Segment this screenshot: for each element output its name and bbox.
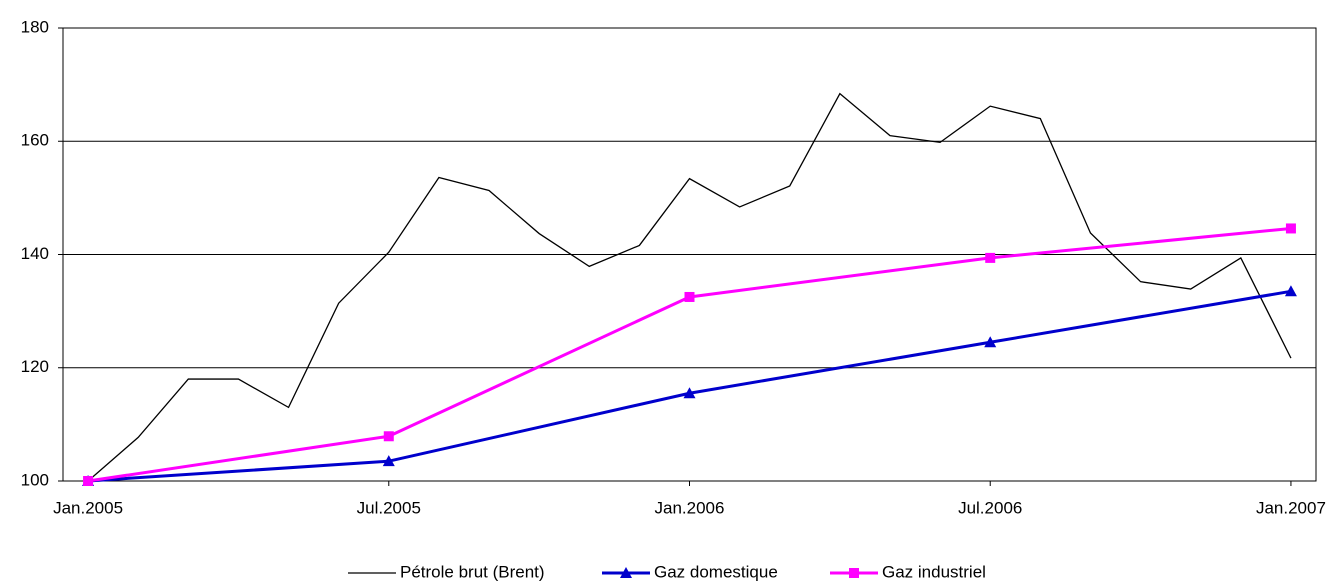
data-point — [382, 455, 395, 467]
series-line — [87, 92, 1292, 482]
data-point — [985, 252, 996, 263]
data-point — [383, 431, 394, 442]
data-point — [83, 476, 94, 486]
data-point — [984, 336, 997, 348]
legend-marker — [620, 567, 632, 578]
data-point — [1284, 285, 1297, 297]
legend-label: Pétrole brut (Brent) — [400, 562, 545, 581]
series-line — [87, 226, 1292, 483]
y-tick-label: 100 — [21, 470, 49, 489]
legend-label: Gaz industriel — [882, 562, 986, 581]
data-point — [683, 387, 696, 399]
legend-marker — [849, 568, 859, 578]
x-tick-label: Jul.2006 — [958, 498, 1022, 517]
y-tick-label: 180 — [21, 17, 49, 36]
x-tick-label: Jul.2005 — [357, 498, 421, 517]
x-tick-label: Jan.2007 — [1256, 498, 1326, 517]
data-point — [1285, 223, 1296, 234]
x-tick-label: Jan.2006 — [655, 498, 725, 517]
y-tick-label: 160 — [21, 131, 49, 150]
y-tick-label: 140 — [21, 244, 49, 263]
legend-label: Gaz domestique — [654, 562, 778, 581]
x-tick-label: Jan.2005 — [53, 498, 123, 517]
series-line — [87, 289, 1292, 483]
y-tick-label: 120 — [21, 357, 49, 376]
data-point — [684, 291, 695, 302]
